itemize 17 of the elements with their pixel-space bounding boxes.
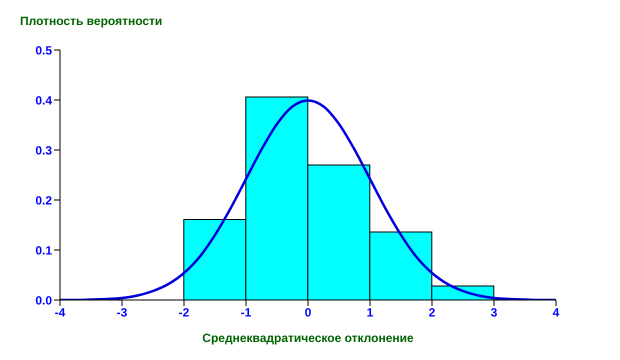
y-tick-label: 0.0 xyxy=(35,293,52,308)
chart-title: Плотность вероятности xyxy=(20,14,162,28)
y-tick-label: 0.1 xyxy=(35,243,52,258)
x-axis-title: Среднеквадратическое отклонение xyxy=(202,331,414,345)
x-tick-label: -3 xyxy=(116,306,128,320)
x-tick-label: -2 xyxy=(178,306,190,320)
x-tick-label: 0 xyxy=(304,306,312,320)
y-tick-label: 0.2 xyxy=(35,193,52,208)
y-tick-label: 0.3 xyxy=(35,143,52,158)
x-tick-label: 3 xyxy=(490,306,498,320)
x-tick-label: 4 xyxy=(552,306,560,320)
x-tick-label: 1 xyxy=(366,306,374,320)
x-tick-label: 2 xyxy=(428,306,436,320)
x-tick-label: -4 xyxy=(54,306,66,320)
y-tick-label: 0.5 xyxy=(35,43,52,58)
x-tick-label: -1 xyxy=(240,306,252,320)
y-tick-label: 0.4 xyxy=(35,93,52,108)
